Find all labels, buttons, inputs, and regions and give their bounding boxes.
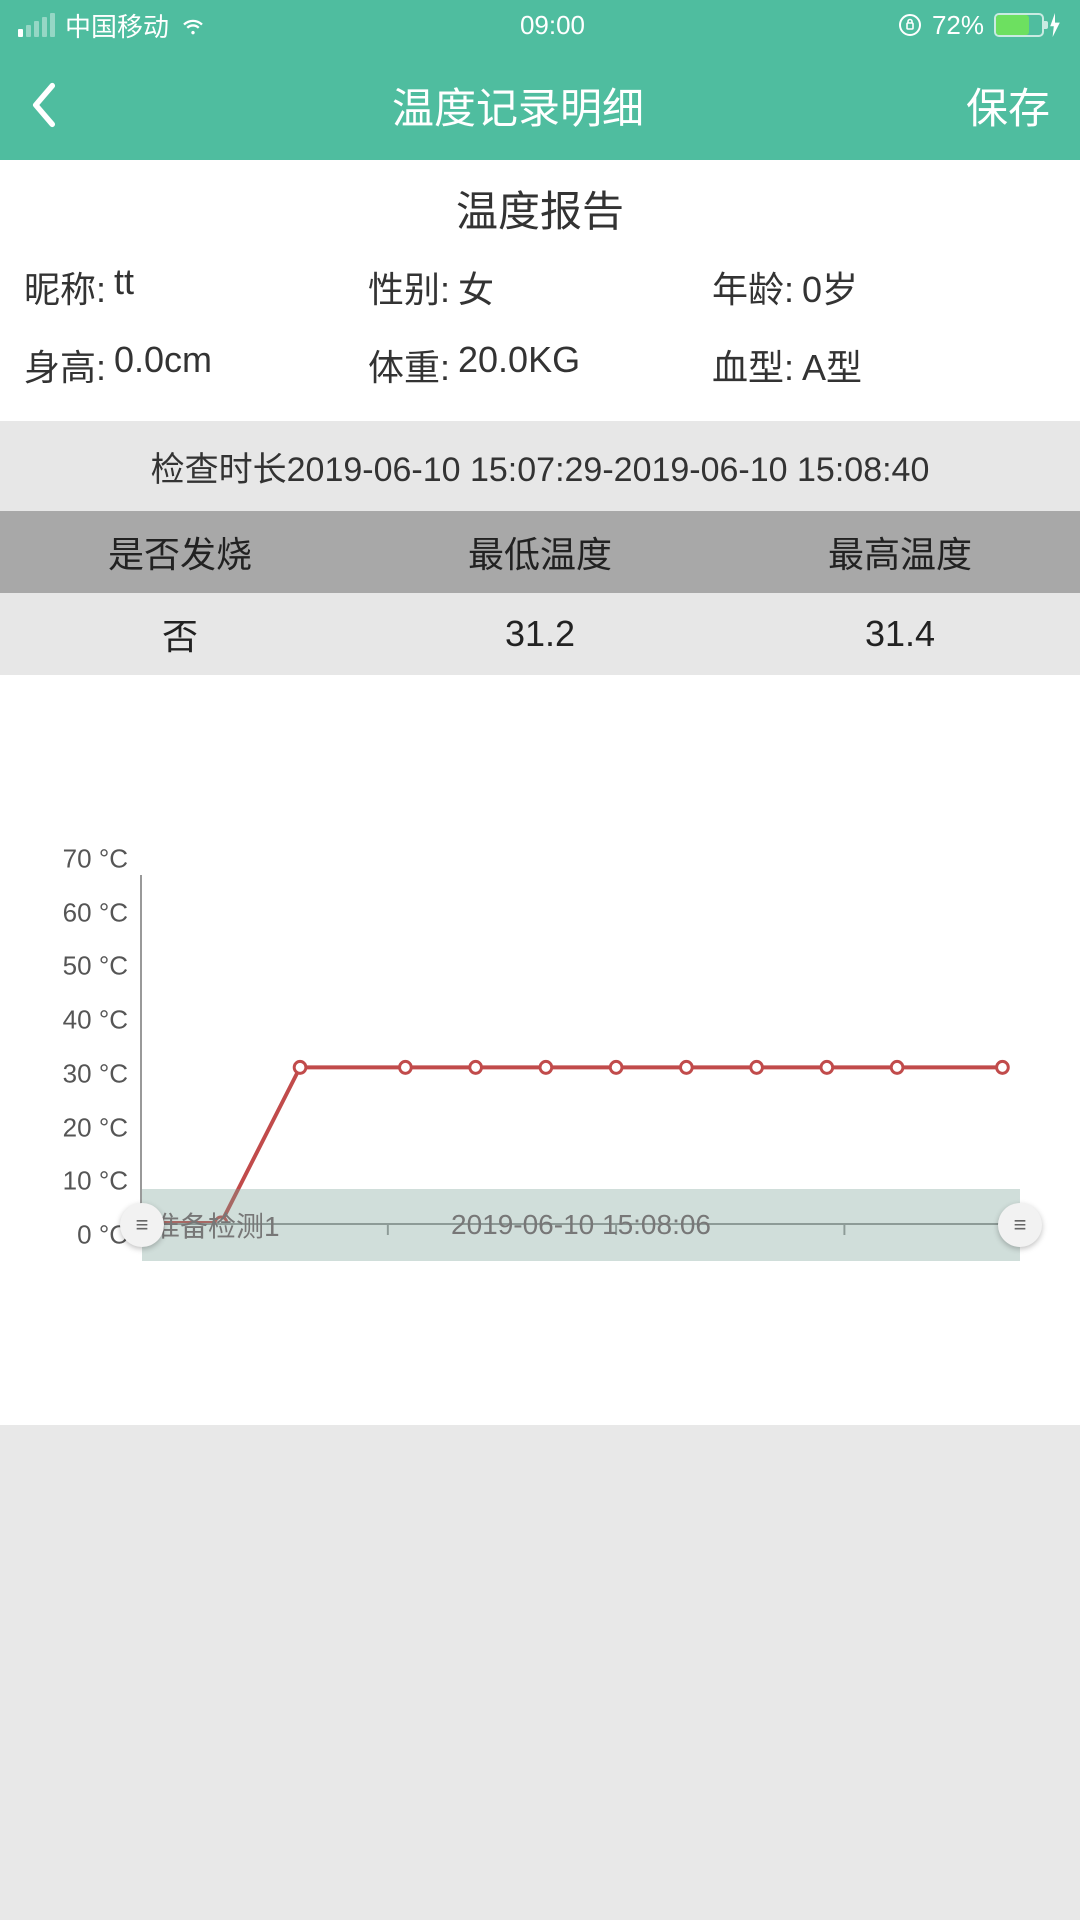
charging-icon	[1048, 13, 1062, 37]
gender-label: 性别:	[368, 261, 450, 313]
info-age: 年龄: 0岁	[712, 261, 1056, 313]
info-height: 身高: 0.0cm	[24, 339, 368, 391]
val-max-temp: 31.4	[720, 613, 1080, 655]
status-bar: 中国移动 09:00 72%	[0, 0, 1080, 50]
val-fever: 否	[0, 608, 360, 660]
chart-center-timestamp: 2019-06-10 15:08:06	[451, 1209, 711, 1241]
chart-time-slider[interactable]: 准备检测1 2019-06-10 15:08:06 ≡ ≡	[142, 1189, 1020, 1261]
info-gender: 性别: 女	[368, 261, 712, 313]
y-tick-label: 40 °C	[63, 1005, 128, 1036]
gender-value: 女	[458, 261, 494, 313]
bottom-spacer	[0, 1425, 1080, 1920]
app-header: 温度记录明细 保存	[0, 50, 1080, 160]
y-tick-label: 30 °C	[63, 1058, 128, 1089]
back-button[interactable]	[30, 82, 70, 128]
chart-line-svg	[142, 875, 1020, 1223]
patient-info-grid: 昵称: tt 性别: 女 年龄: 0岁 身高: 0.0cm 体重: 20.0KG…	[24, 261, 1056, 391]
nickname-value: tt	[114, 261, 134, 313]
col-fever: 是否发烧	[0, 526, 360, 578]
report-panel: 温度报告 昵称: tt 性别: 女 年龄: 0岁 身高: 0.0cm 体重: 2…	[0, 160, 1080, 421]
info-nickname: 昵称: tt	[24, 261, 368, 313]
summary-data-row: 否 31.2 31.4	[0, 593, 1080, 675]
wifi-icon	[179, 11, 207, 39]
page-title: 温度记录明细	[392, 75, 644, 136]
nickname-label: 昵称:	[24, 261, 106, 313]
info-blood: 血型: A型	[712, 339, 1056, 391]
orientation-lock-icon	[898, 13, 922, 37]
y-tick-label: 50 °C	[63, 951, 128, 982]
report-title: 温度报告	[24, 178, 1056, 239]
blood-label: 血型:	[712, 339, 794, 391]
battery-percent: 72%	[932, 10, 984, 41]
y-tick-label: 60 °C	[63, 897, 128, 928]
height-label: 身高:	[24, 339, 106, 391]
info-weight: 体重: 20.0KG	[368, 339, 712, 391]
temperature-chart: 0 °C10 °C20 °C30 °C40 °C50 °C60 °C70 °C …	[0, 815, 1080, 1425]
age-label: 年龄:	[712, 261, 794, 313]
weight-label: 体重:	[368, 339, 450, 391]
spacer	[0, 675, 1080, 815]
save-button[interactable]: 保存	[966, 75, 1050, 136]
carrier-label: 中国移动	[65, 7, 169, 44]
chart-plot-area: 准备检测1 2019-06-10 15:08:06 ≡ ≡	[140, 875, 1020, 1225]
col-min-temp: 最低温度	[360, 526, 720, 578]
blood-value: A型	[802, 339, 862, 391]
signal-icon	[18, 13, 55, 37]
val-min-temp: 31.2	[360, 613, 720, 655]
status-left: 中国移动	[18, 7, 207, 44]
age-value: 0岁	[802, 261, 858, 313]
y-tick-label: 70 °C	[63, 844, 128, 875]
height-value: 0.0cm	[114, 339, 212, 391]
weight-value: 20.0KG	[458, 339, 580, 391]
y-tick-label: 10 °C	[63, 1166, 128, 1197]
check-duration-bar: 检查时长2019-06-10 15:07:29-2019-06-10 15:08…	[0, 421, 1080, 511]
col-max-temp: 最高温度	[720, 526, 1080, 578]
chart-left-label: 准备检测1	[152, 1205, 280, 1245]
chart-y-axis: 0 °C10 °C20 °C30 °C40 °C50 °C60 °C70 °C	[30, 859, 140, 1235]
battery-icon	[994, 13, 1062, 37]
check-duration-text: 检查时长2019-06-10 15:07:29-2019-06-10 15:08…	[151, 442, 930, 491]
status-time: 09:00	[520, 10, 585, 41]
y-tick-label: 20 °C	[63, 1112, 128, 1143]
status-right: 72%	[898, 10, 1062, 41]
slider-handle-left[interactable]: ≡	[120, 1203, 164, 1247]
slider-handle-right[interactable]: ≡	[998, 1203, 1042, 1247]
summary-header-row: 是否发烧 最低温度 最高温度	[0, 511, 1080, 593]
